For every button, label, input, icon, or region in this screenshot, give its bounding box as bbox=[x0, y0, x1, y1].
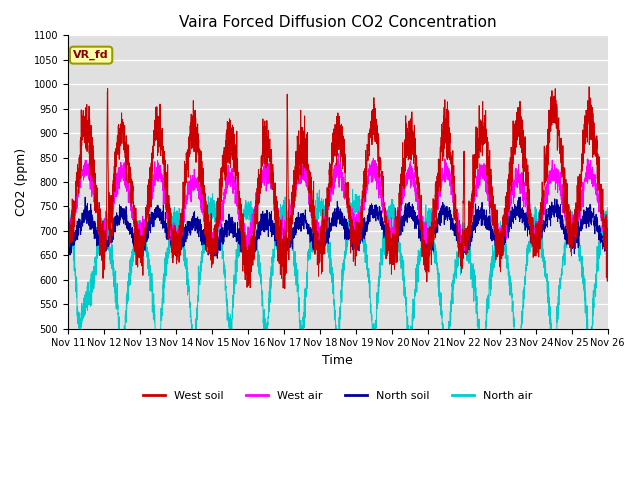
West soil bbox=[390, 266, 398, 272]
North air bbox=[180, 243, 188, 249]
Line: West soil: West soil bbox=[68, 87, 608, 288]
North soil bbox=[180, 230, 188, 236]
West soil bbox=[604, 232, 612, 238]
Text: VR_fd: VR_fd bbox=[74, 50, 109, 60]
West air bbox=[180, 193, 188, 199]
Legend: West soil, West air, North soil, North air: West soil, West air, North soil, North a… bbox=[139, 386, 537, 405]
West soil bbox=[553, 117, 561, 122]
North air bbox=[604, 204, 612, 210]
West soil bbox=[604, 257, 611, 263]
West air bbox=[390, 233, 398, 239]
North soil bbox=[400, 215, 408, 220]
North soil bbox=[64, 240, 72, 246]
Title: Vaira Forced Diffusion CO2 Concentration: Vaira Forced Diffusion CO2 Concentration bbox=[179, 15, 497, 30]
West air bbox=[400, 184, 408, 190]
North soil bbox=[604, 239, 612, 244]
North air bbox=[400, 276, 408, 282]
Line: North air: North air bbox=[68, 190, 608, 371]
West soil bbox=[64, 213, 72, 219]
North soil bbox=[278, 259, 286, 264]
West air bbox=[553, 175, 561, 181]
North air bbox=[553, 336, 561, 341]
West soil bbox=[586, 84, 593, 90]
North soil bbox=[215, 243, 223, 249]
West air bbox=[335, 151, 342, 156]
North air bbox=[215, 213, 223, 218]
West air bbox=[604, 227, 611, 233]
North soil bbox=[516, 194, 524, 200]
North air bbox=[390, 223, 398, 228]
North air bbox=[604, 214, 611, 220]
West air bbox=[215, 220, 223, 226]
North air bbox=[514, 368, 522, 374]
North soil bbox=[604, 239, 611, 244]
West soil bbox=[180, 197, 188, 203]
X-axis label: Time: Time bbox=[323, 354, 353, 367]
Line: West air: West air bbox=[68, 154, 608, 251]
Line: North soil: North soil bbox=[68, 197, 608, 262]
West soil bbox=[215, 209, 223, 215]
West air bbox=[461, 248, 468, 253]
West air bbox=[64, 230, 72, 236]
West soil bbox=[400, 166, 408, 171]
West air bbox=[604, 229, 612, 235]
West soil bbox=[281, 286, 289, 291]
North air bbox=[349, 187, 356, 192]
North air bbox=[64, 229, 72, 235]
North soil bbox=[390, 244, 398, 250]
North soil bbox=[553, 203, 561, 209]
Y-axis label: CO2 (ppm): CO2 (ppm) bbox=[15, 148, 28, 216]
